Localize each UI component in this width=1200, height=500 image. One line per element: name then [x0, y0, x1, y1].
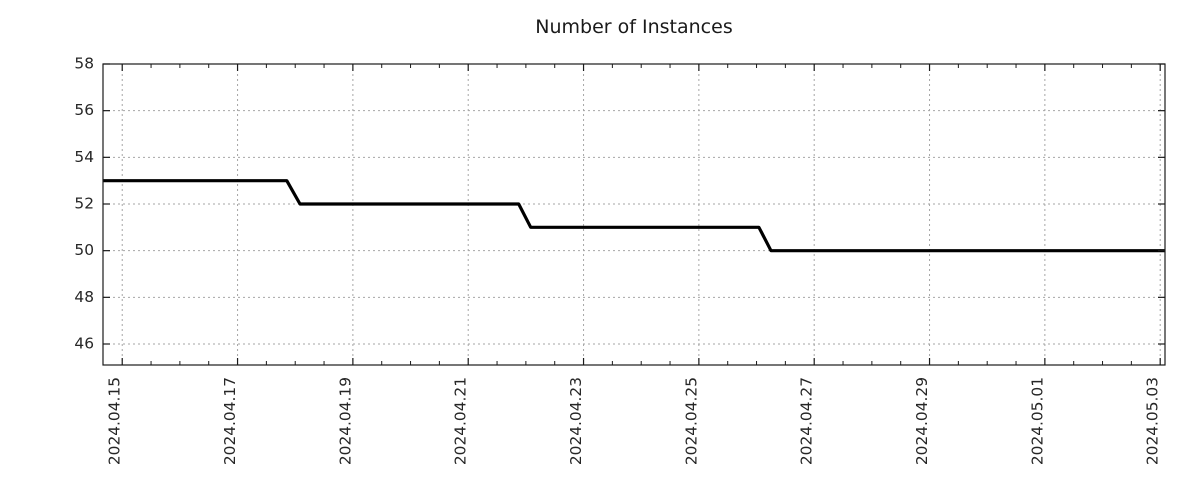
data-line	[103, 179, 1165, 253]
x-tick-label: 2024.05.01	[1028, 377, 1046, 465]
x-tick-label: 2024.05.03	[1144, 377, 1162, 465]
x-tick-label: 2024.04.21	[452, 377, 470, 465]
y-tick-label: 56	[74, 101, 94, 119]
x-tick-label: 2024.04.25	[682, 377, 700, 465]
y-tick-label: 48	[74, 288, 94, 306]
x-tick-label: 2024.04.19	[336, 377, 354, 465]
chart-title: Number of Instances	[535, 16, 733, 38]
x-tick-label: 2024.04.17	[221, 377, 239, 465]
y-tick-label: 54	[74, 148, 94, 166]
y-tick-label: 58	[74, 55, 94, 73]
y-tick-label: 50	[74, 241, 94, 259]
x-tick-label: 2024.04.15	[106, 377, 124, 465]
x-tick-label: 2024.04.23	[567, 377, 585, 465]
y-tick-label: 46	[74, 335, 94, 353]
x-tick-label: 2024.04.29	[913, 377, 931, 465]
y-tick-label: 52	[74, 195, 94, 213]
x-tick-label: 2024.04.27	[798, 377, 816, 465]
plot-border	[102, 63, 1166, 366]
